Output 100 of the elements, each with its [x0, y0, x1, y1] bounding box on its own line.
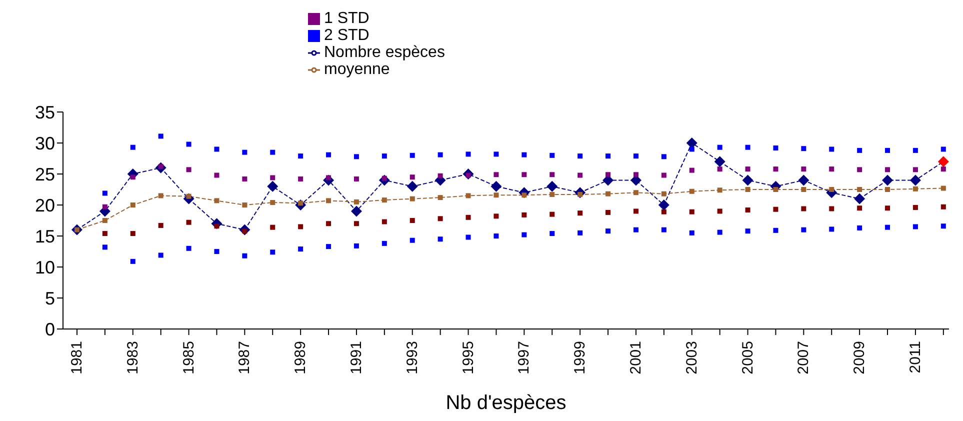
point: [438, 173, 443, 178]
point: [494, 172, 499, 178]
point: [912, 167, 918, 172]
point: [410, 238, 415, 243]
point: [130, 202, 136, 208]
point: [912, 224, 918, 230]
point: [857, 167, 862, 172]
point: [689, 230, 694, 236]
x-tick-label: 2003: [683, 341, 700, 374]
x-tick-label: 1983: [124, 341, 142, 374]
point: [773, 187, 778, 192]
point: [633, 172, 638, 178]
point: [354, 154, 359, 160]
point: [242, 176, 248, 182]
point: [857, 225, 862, 230]
point: [829, 166, 834, 172]
y-tick-label: 35: [34, 102, 55, 122]
point: [661, 227, 666, 232]
point: [102, 218, 108, 223]
point: [940, 166, 946, 172]
point: [466, 214, 471, 220]
point: [661, 191, 666, 196]
y-tick-label: 10: [34, 257, 55, 278]
x-axis-title: Nb d'espèces: [446, 392, 566, 414]
point: [298, 154, 304, 159]
point: [102, 244, 108, 250]
point: [606, 154, 611, 159]
point: [661, 172, 666, 178]
point: [494, 192, 499, 198]
point: [410, 174, 415, 180]
point: [910, 174, 921, 186]
point: [717, 188, 722, 193]
point: [882, 174, 894, 186]
point: [466, 193, 471, 198]
point: [798, 174, 810, 186]
point: [745, 207, 750, 212]
point: [661, 154, 666, 160]
x-tick-label: 1981: [68, 341, 86, 374]
point: [912, 204, 918, 210]
point: [717, 144, 722, 150]
point: [130, 258, 136, 264]
point: [940, 224, 946, 229]
point: [354, 243, 359, 248]
point: [857, 148, 862, 153]
point: [550, 192, 555, 197]
point: [606, 172, 611, 178]
point: [717, 208, 722, 214]
point: [242, 150, 248, 155]
point: [938, 156, 949, 168]
point: [326, 244, 332, 250]
x-tick-label: 1995: [460, 341, 477, 374]
point: [242, 202, 248, 208]
point: [633, 154, 638, 159]
point: [242, 253, 248, 258]
x-tick-label: 2007: [795, 341, 812, 374]
point: [382, 154, 387, 159]
point: [606, 210, 611, 215]
point: [940, 186, 946, 191]
point: [270, 200, 276, 206]
point: [410, 218, 415, 223]
point: [773, 228, 778, 233]
point: [745, 228, 750, 234]
point: [829, 206, 834, 212]
x-tick-label: 1987: [236, 341, 254, 374]
point: [438, 195, 443, 200]
point: [214, 249, 220, 254]
point: [885, 224, 890, 230]
point: [102, 204, 108, 210]
point: [829, 226, 834, 232]
point: [102, 231, 108, 236]
point: [522, 232, 527, 238]
point: [214, 146, 220, 152]
point: [550, 152, 555, 158]
legend-label: Nombre espèces: [324, 44, 445, 61]
point: [633, 190, 638, 196]
point: [606, 191, 611, 196]
point: [689, 188, 694, 194]
point: [578, 172, 583, 178]
point: [494, 214, 499, 219]
point: [578, 154, 583, 159]
point: [546, 180, 558, 192]
point: [270, 150, 276, 155]
point: [382, 198, 387, 203]
point: [494, 152, 499, 157]
legend-label: moyenne: [324, 61, 390, 78]
point: [885, 206, 890, 211]
y-tick-label: 15: [34, 226, 55, 246]
y-tick-label: 5: [44, 288, 55, 308]
point: [854, 193, 866, 204]
point: [438, 216, 443, 222]
point: [410, 196, 415, 202]
point: [773, 145, 778, 150]
point: [326, 198, 332, 204]
y-tick-label: 0: [44, 319, 55, 340]
point: [267, 180, 278, 192]
point: [130, 231, 136, 236]
point: [354, 176, 359, 182]
x-tick-label: 2011: [906, 341, 924, 374]
point: [940, 146, 946, 152]
point: [298, 246, 304, 252]
